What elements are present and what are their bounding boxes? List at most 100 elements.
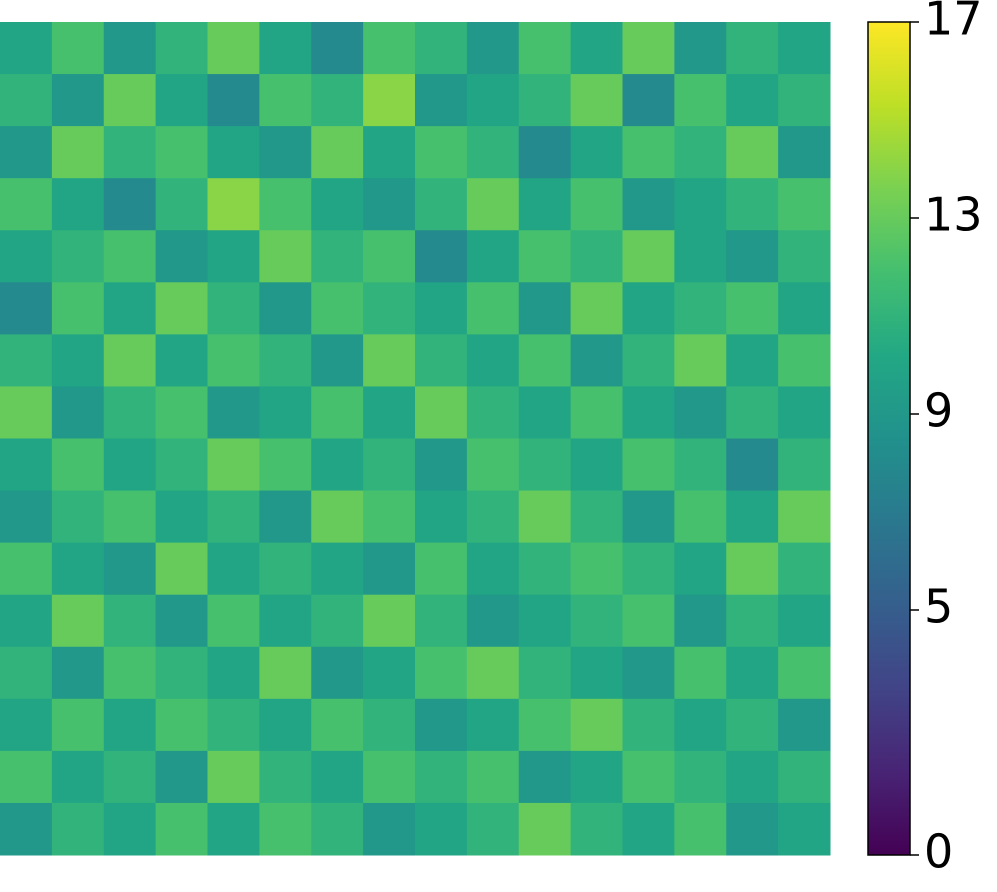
heatmap-cell [726, 22, 779, 75]
heatmap-cell [207, 490, 260, 544]
heatmap-cell [674, 22, 727, 75]
heatmap-cell [103, 178, 157, 231]
heatmap-cell [0, 750, 53, 804]
heatmap-cell [415, 542, 468, 596]
heatmap-cell [778, 490, 831, 544]
heatmap-cell [778, 334, 831, 387]
heatmap-cell [622, 646, 675, 700]
colorbar-tick-label: 17 [924, 0, 983, 46]
heatmap-cell [570, 542, 623, 596]
heatmap-cell [103, 646, 157, 700]
heatmap-cell [51, 594, 105, 648]
heatmap-cell [0, 334, 53, 387]
heatmap-cell [51, 178, 105, 231]
heatmap-cell [103, 74, 157, 127]
heatmap-cell [0, 542, 53, 596]
heatmap-cell [0, 594, 53, 648]
heatmap-cell [415, 178, 468, 231]
heatmap-cell [155, 74, 208, 127]
heatmap-cell [363, 386, 416, 439]
heatmap-cell [311, 490, 364, 544]
heatmap-cell [0, 230, 53, 283]
heatmap-cell [0, 74, 53, 127]
heatmap-cell [207, 22, 260, 75]
heatmap-cell [311, 750, 364, 804]
heatmap-cell [466, 594, 520, 648]
heatmap-cell [518, 282, 572, 335]
heatmap-cell [155, 22, 208, 75]
heatmap-cell [778, 750, 831, 804]
heatmap-cell [363, 334, 416, 387]
heatmap-cell [518, 542, 572, 596]
heatmap-cell [363, 178, 416, 231]
heatmap-cell [674, 126, 727, 179]
heatmap-cell [622, 802, 675, 856]
heatmap-cell [155, 230, 208, 283]
heatmap-cell [51, 542, 105, 596]
heatmap-cell [466, 282, 520, 335]
heatmap-cell [103, 750, 157, 804]
heatmap-cell [674, 334, 727, 387]
heatmap-cell [622, 386, 675, 439]
heatmap-cell [311, 542, 364, 596]
heatmap-cell [466, 646, 520, 700]
heatmap-cell [518, 230, 572, 283]
heatmap-cell [207, 282, 260, 335]
heatmap-cell [518, 646, 572, 700]
heatmap-cell [363, 750, 416, 804]
heatmap-cell [155, 802, 208, 856]
heatmap-cell [726, 230, 779, 283]
heatmap-cell [311, 802, 364, 856]
heatmap-cell [570, 698, 623, 752]
heatmap-cell [466, 438, 520, 492]
heatmap-cell [259, 74, 312, 127]
heatmap-cell [726, 646, 779, 700]
heatmap-cell [778, 542, 831, 596]
heatmap-cell [622, 74, 675, 127]
heatmap-cell [207, 802, 260, 856]
heatmap-cell [570, 594, 623, 648]
heatmap-cell [155, 438, 208, 492]
heatmap-cell [415, 74, 468, 127]
heatmap-cell [311, 438, 364, 492]
heatmap-cell [103, 542, 157, 596]
heatmap-cell [259, 750, 312, 804]
heatmap-cell [726, 802, 779, 856]
heatmap-cell [259, 334, 312, 387]
heatmap-cell [311, 230, 364, 283]
heatmap-cell [51, 646, 105, 700]
heatmap-cell [726, 698, 779, 752]
heatmap-cell [51, 74, 105, 127]
heatmap-cell [51, 438, 105, 492]
heatmap-cell [207, 646, 260, 700]
heatmap-cell [674, 74, 727, 127]
heatmap-cell [259, 646, 312, 700]
colorbar [867, 21, 911, 856]
heatmap-cell [518, 126, 572, 179]
heatmap-cell [674, 750, 727, 804]
heatmap-cell [570, 386, 623, 439]
heatmap-cell [51, 386, 105, 439]
heatmap-cell [207, 386, 260, 439]
colorbar-tick-label: 9 [924, 384, 953, 438]
heatmap-cell [674, 542, 727, 596]
colorbar-tick-label: 5 [924, 580, 953, 634]
heatmap-cell [259, 126, 312, 179]
heatmap-cell [570, 126, 623, 179]
heatmap-cell [415, 490, 468, 544]
heatmap-cell [0, 438, 53, 492]
heatmap-cell [0, 646, 53, 700]
heatmap-cell [103, 594, 157, 648]
heatmap-cell [0, 126, 53, 179]
heatmap-cell [207, 750, 260, 804]
heatmap-cell [518, 386, 572, 439]
heatmap-cell [363, 438, 416, 492]
colorbar-tick-label: 13 [924, 188, 983, 242]
colorbar-tick-label: 0 [924, 825, 953, 879]
heatmap-cell [363, 698, 416, 752]
heatmap-cell [622, 698, 675, 752]
heatmap-cell [0, 178, 53, 231]
heatmap-cell [155, 646, 208, 700]
heatmap-cell [518, 22, 572, 75]
heatmap-cell [518, 490, 572, 544]
